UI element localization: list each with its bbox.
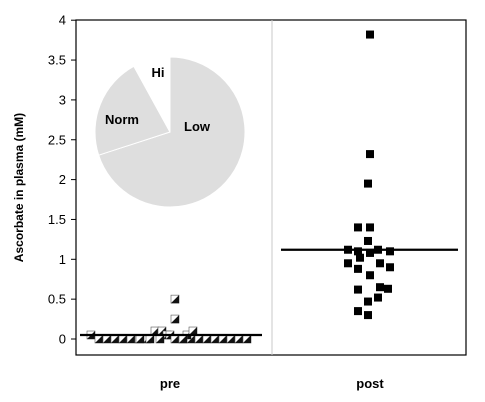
- post-data-point: [376, 259, 384, 268]
- pre-data-point-fill: [203, 335, 211, 343]
- post-data-point: [384, 284, 392, 293]
- post-data-point: [354, 223, 362, 232]
- pre-data-point-fill: [171, 295, 179, 304]
- x-category-label: pre: [160, 376, 180, 391]
- post-data-point: [364, 236, 372, 245]
- post-data-point: [354, 307, 362, 316]
- pre-data-point-fill: [151, 327, 159, 336]
- x-category-label: post: [356, 376, 384, 391]
- pie-label-hi: Hi: [152, 65, 165, 80]
- pre-data-point-fill: [111, 335, 119, 343]
- plot-frame: [75, 19, 467, 356]
- pre-data-point-fill: [95, 335, 103, 343]
- pre-data-point-fill: [119, 335, 127, 343]
- post-data-point: [374, 293, 382, 302]
- pre-data-point-fill: [171, 315, 179, 324]
- pie-slice-norm: [94, 65, 171, 156]
- pre-data-point-fill: [136, 335, 144, 343]
- pre-data-point-fill: [211, 335, 219, 343]
- post-data-point: [366, 150, 374, 159]
- y-tick-label: 0.5: [48, 292, 66, 307]
- post-data-point: [366, 223, 374, 232]
- pre-data-point-fill: [156, 335, 164, 343]
- post-data-point: [386, 247, 394, 256]
- pre-data-point-fill: [179, 335, 187, 343]
- y-tick-label: 4: [59, 13, 66, 28]
- y-tick-label: 2: [59, 172, 66, 187]
- pie-slice-low: [98, 56, 246, 208]
- post-data-point: [364, 297, 372, 306]
- pre-data-point-fill: [219, 335, 227, 343]
- pre-data-point-fill: [243, 335, 251, 343]
- pre-data-point-fill: [227, 335, 235, 343]
- pre-data-point-fill: [195, 335, 203, 343]
- y-tick-label: 2.5: [48, 132, 66, 147]
- pre-data-point-fill: [235, 335, 243, 343]
- post-data-point: [354, 285, 362, 294]
- y-tick-label: 3: [59, 92, 66, 107]
- post-data-point: [364, 179, 372, 188]
- post-data-point: [354, 264, 362, 273]
- y-tick-label: 0: [59, 332, 66, 347]
- pie-label-norm: Norm: [105, 112, 139, 127]
- pre-data-point-fill: [171, 335, 179, 343]
- pie-slice-hi: [133, 56, 171, 133]
- pre-data-point-fill: [146, 335, 154, 343]
- pre-data-point-fill: [103, 335, 111, 343]
- post-data-point: [386, 263, 394, 272]
- pre-data-point-fill: [127, 335, 135, 343]
- post-data-point: [366, 271, 374, 280]
- y-tick-label: 1.5: [48, 212, 66, 227]
- pie-label-low: Low: [184, 119, 211, 134]
- y-tick-label: 3.5: [48, 53, 66, 68]
- post-data-point: [366, 30, 374, 39]
- y-axis-title: Ascorbate in plasma (mM): [12, 113, 26, 262]
- post-data-point: [366, 248, 374, 257]
- post-data-point: [344, 259, 352, 268]
- post-data-point: [356, 253, 364, 262]
- post-data-point: [376, 283, 384, 292]
- y-tick-label: 1: [59, 252, 66, 267]
- pre-data-point-fill: [189, 327, 197, 336]
- post-data-point: [354, 247, 362, 256]
- post-data-point: [364, 311, 372, 320]
